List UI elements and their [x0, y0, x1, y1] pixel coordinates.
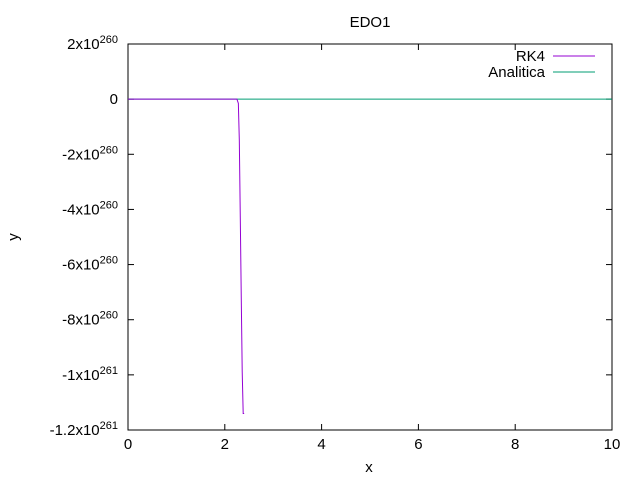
- x-tick-label: 10: [604, 436, 621, 453]
- y-tick-exponent: 260: [100, 144, 118, 156]
- x-tick-label: 4: [317, 436, 325, 453]
- x-tick-label: 8: [511, 436, 519, 453]
- y-tick-exponent: 260: [100, 310, 118, 322]
- y-tick-exponent: 261: [100, 420, 118, 432]
- y-tick-exponent: 261: [100, 365, 118, 377]
- y-tick-label: -1.2x10261: [50, 420, 118, 439]
- x-axis-ticks: 0 2 4 6 8 10: [124, 44, 621, 453]
- legend-label-rk4: RK4: [516, 48, 545, 65]
- series-layer: [128, 98, 612, 414]
- y-tick-label: -1x10261: [62, 365, 118, 384]
- y-axis-ticks: 2x102600-2x10260-4x10260-6x10260-8x10260…: [50, 34, 612, 439]
- y-tick-label: 0: [110, 91, 118, 108]
- y-tick-mantissa: -1x10: [62, 367, 100, 384]
- y-tick-label: -2x10260: [62, 144, 118, 163]
- y-tick-mantissa: -2x10: [62, 146, 100, 163]
- y-tick-exponent: 260: [100, 34, 118, 46]
- legend-label-analitica: Analitica: [488, 64, 545, 81]
- y-axis-label: y: [5, 233, 22, 241]
- plot-frame: [127, 43, 613, 431]
- y-tick-label: 2x10260: [67, 34, 118, 53]
- x-tick-label: 0: [124, 436, 132, 453]
- y-tick-exponent: 260: [100, 255, 118, 267]
- y-tick-mantissa: -4x10: [62, 201, 100, 218]
- x-tick-label: 6: [414, 436, 422, 453]
- y-tick-label: -6x10260: [62, 255, 118, 274]
- x-axis-label: x: [365, 459, 373, 476]
- y-tick-mantissa: -6x10: [62, 257, 100, 274]
- y-tick-mantissa: 0: [110, 91, 118, 108]
- series-line-rk4: [128, 98, 245, 414]
- y-tick-label: -8x10260: [62, 310, 118, 329]
- y-tick-mantissa: 2x10: [67, 36, 100, 53]
- y-tick-mantissa: -8x10: [62, 312, 100, 329]
- y-tick-label: -4x10260: [62, 199, 118, 218]
- y-tick-mantissa: -1.2x10: [50, 422, 100, 439]
- x-tick-label: 2: [221, 436, 229, 453]
- y-tick-exponent: 260: [100, 199, 118, 211]
- chart-title: EDO1: [350, 14, 391, 31]
